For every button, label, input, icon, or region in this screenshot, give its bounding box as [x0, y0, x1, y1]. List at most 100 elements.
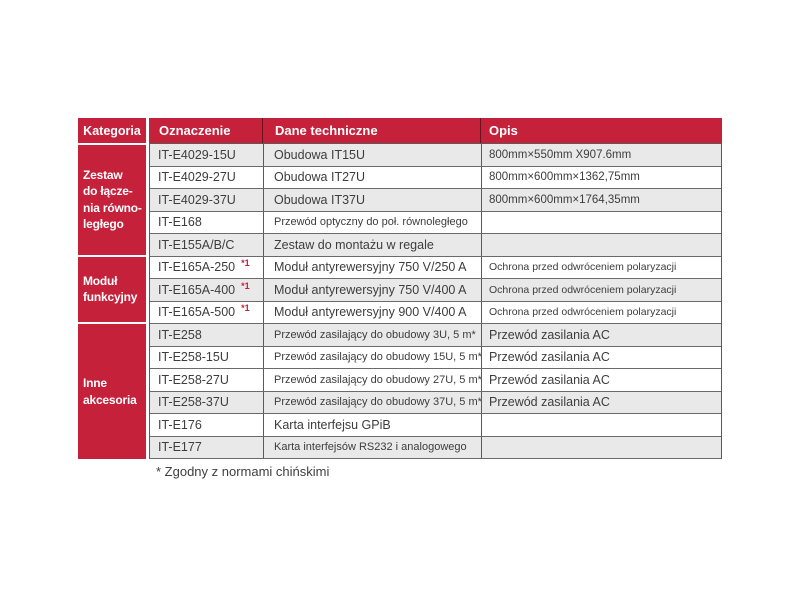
- oznaczenie-value: IT-E155A/B/C: [158, 237, 235, 252]
- oznaczenie-value: IT-E258: [158, 327, 202, 342]
- dane-cell: Karta interfejsów RS232 i analogowego: [263, 436, 481, 458]
- oznaczenie-cell: IT-E165A-500 *1: [158, 303, 250, 320]
- opis-cell: Ochrona przed odwróceniem polaryzacji: [481, 279, 721, 301]
- opis-value: 800mm×550mm X907.6mm: [489, 148, 632, 161]
- dane-cell: Przewód optyczny do poł. równoległego: [263, 211, 481, 233]
- opis-value: Przewód zasilania AC: [489, 395, 610, 410]
- oznaczenie-value: IT-E258-15U: [158, 350, 229, 365]
- oznaczenie-cell: IT-E155A/B/C: [150, 234, 263, 256]
- dane-cell: Obudowa IT27U: [263, 166, 481, 188]
- opis-cell: Ochrona przed odwróceniem polaryzacji: [481, 301, 721, 323]
- oznaczenie-cell: IT-E168: [150, 212, 263, 234]
- table-row: IT-E165A-400 *1 Moduł antyrewersyjny 750 …: [150, 279, 721, 302]
- opis-cell: Przewód zasilania AC: [481, 324, 721, 346]
- dane-cell: Przewód zasilający do obudowy 37U, 5 m*: [263, 391, 481, 413]
- dane-value: Przewód zasilający do obudowy 27U, 5 m*: [274, 373, 481, 386]
- dane-value: Moduł antyrewersyjny 900 V/400 A: [274, 305, 467, 320]
- table-row: IT-E4029-37U Obudowa IT37U 800mm×600mm×1…: [150, 189, 721, 212]
- accessories-table: Kategoria Oznaczenie Dane techniczne Opi…: [78, 118, 722, 459]
- header-dane-techniczne: Dane techniczne: [262, 118, 480, 143]
- opis-value: Przewód zasilania AC: [489, 372, 610, 387]
- oznaczenie-value: IT-E4029-37U: [158, 192, 236, 207]
- opis-value: Przewód zasilania AC: [489, 350, 610, 365]
- dane-value: Karta interfejsów RS232 i analogowego: [274, 441, 467, 454]
- table-row: IT-E176 Karta interfejsu GPiB: [150, 414, 721, 437]
- opis-cell: 800mm×550mm X907.6mm: [481, 144, 721, 166]
- table-row: IT-E4029-27U Obudowa IT27U 800mm×600mm×1…: [150, 166, 721, 189]
- dane-value: Obudowa IT15U: [274, 147, 366, 162]
- dane-cell: Przewód zasilający do obudowy 15U, 5 m*: [263, 346, 481, 368]
- table-row: IT-E258-15U Przewód zasilający do obudow…: [150, 346, 721, 369]
- dane-value: Przewód optyczny do poł. równoległego: [274, 216, 468, 229]
- table-row: IT-E165A-500 *1 Moduł antyrewersyjny 900 …: [150, 301, 721, 324]
- table-row: IT-E258-27U Przewód zasilający do obudow…: [150, 369, 721, 392]
- oznaczenie-value: IT-E168: [158, 215, 202, 230]
- dane-value: Przewód zasilający do obudowy 15U, 5 m*: [274, 351, 481, 364]
- oznaczenie-value: IT-E165A-400: [158, 282, 236, 297]
- table-row: IT-E258 Przewód zasilający do obudowy 3U…: [150, 324, 721, 347]
- opis-value: 800mm×600mm×1764,35mm: [489, 193, 640, 206]
- opis-cell: [481, 414, 721, 436]
- oznaczenie-value: IT-E4029-15U: [158, 147, 236, 162]
- dane-value: Obudowa IT27U: [274, 170, 366, 185]
- table-row: IT-E165A-250 *1 Moduł antyrewersyjny 750 …: [150, 256, 721, 279]
- dane-cell: Karta interfejsu GPiB: [263, 414, 481, 436]
- table-row: IT-E177 Karta interfejsów RS232 i analog…: [150, 436, 721, 459]
- oznaczenie-cell: IT-E258-15U: [150, 347, 263, 369]
- dane-cell: Moduł antyrewersyjny 750 V/250 A: [263, 256, 481, 278]
- dane-cell: Moduł antyrewersyjny 900 V/400 A: [263, 301, 481, 323]
- dane-value: Przewód zasilający do obudowy 3U, 5 m*: [274, 328, 476, 341]
- category-zestaw-rownolegly: Zestaw do łącze- nia równo- ległego: [78, 143, 146, 257]
- dane-value: Moduł antyrewersyjny 750 V/250 A: [274, 260, 467, 275]
- dane-cell: Obudowa IT37U: [263, 189, 481, 211]
- opis-value: Przewód zasilania AC: [489, 327, 610, 342]
- oznaczenie-cell: IT-E4029-27U: [150, 167, 263, 189]
- oznaczenie-value: IT-E176: [158, 417, 202, 432]
- opis-cell: 800mm×600mm×1764,35mm: [481, 189, 721, 211]
- oznaczenie-value: IT-E258-37U: [158, 395, 229, 410]
- oznaczenie-cell: IT-E258-27U: [150, 369, 263, 391]
- category-modul-funkcyjny: Moduł funkcyjny: [78, 256, 146, 324]
- opis-value: Ochrona przed odwróceniem polaryzacji: [489, 283, 677, 296]
- category-column: Zestaw do łącze- nia równo- ległego Modu…: [78, 143, 146, 459]
- oznaczenie-value: IT-E4029-27U: [158, 170, 236, 185]
- opis-cell: [481, 234, 721, 256]
- opis-value: Ochrona przed odwróceniem polaryzacji: [489, 306, 677, 319]
- oznaczenie-cell: IT-E4029-37U: [150, 189, 263, 211]
- header-main: Oznaczenie Dane techniczne Opis: [149, 118, 722, 143]
- oznaczenie-cell: IT-E165A-250 *1: [158, 258, 250, 275]
- oznaczenie-cell: IT-E165A-400 *1: [158, 280, 250, 297]
- dane-cell: Moduł antyrewersyjny 750 V/400 A: [263, 279, 481, 301]
- dane-cell: Przewód zasilający do obudowy 3U, 5 m*: [263, 324, 481, 346]
- table-header-row: Kategoria Oznaczenie Dane techniczne Opi…: [78, 118, 722, 143]
- header-opis: Opis: [480, 118, 722, 143]
- oznaczenie-cell: IT-E4029-15U: [150, 144, 263, 166]
- dane-value: Zestaw do montażu w regale: [274, 237, 434, 252]
- oznaczenie-value: IT-E165A-500: [158, 305, 236, 320]
- oznaczenie-value: IT-E177: [158, 440, 202, 455]
- oznaczenie-cell: IT-E258: [150, 324, 263, 346]
- table-footnote: * Zgodny z normami chińskimi: [156, 464, 330, 479]
- category-inne-akcesoria: Inne akcesoria: [78, 324, 146, 459]
- table-row: IT-E168 Przewód optyczny do poł. równole…: [150, 211, 721, 234]
- opis-cell: Ochrona przed odwróceniem polaryzacji: [481, 256, 721, 278]
- oznaczenie-value: IT-E165A-250: [158, 260, 236, 275]
- opis-cell: [481, 211, 721, 233]
- oznaczenie-cell: IT-E258-37U: [150, 392, 263, 414]
- dane-value: Karta interfejsu GPiB: [274, 417, 391, 432]
- opis-cell: Przewód zasilania AC: [481, 369, 721, 391]
- table-row: IT-E4029-15U Obudowa IT15U 800mm×550mm X…: [150, 144, 721, 167]
- dane-cell: Zestaw do montażu w regale: [263, 234, 481, 256]
- dane-cell: Przewód zasilający do obudowy 27U, 5 m*: [263, 369, 481, 391]
- dane-value: Przewód zasilający do obudowy 37U, 5 m*: [274, 396, 481, 409]
- data-rows: IT-E4029-15U Obudowa IT15U 800mm×550mm X…: [149, 143, 722, 459]
- opis-cell: 800mm×600mm×1362,75mm: [481, 166, 721, 188]
- dane-cell: Obudowa IT15U: [263, 144, 481, 166]
- oznaczenie-value: IT-E258-27U: [158, 372, 229, 387]
- header-oznaczenie: Oznaczenie: [159, 123, 231, 138]
- header-gap: [146, 118, 149, 143]
- opis-cell: Przewód zasilania AC: [481, 346, 721, 368]
- opis-value: 800mm×600mm×1362,75mm: [489, 171, 640, 184]
- table-row: IT-E258-37U Przewód zasilający do obudow…: [150, 391, 721, 414]
